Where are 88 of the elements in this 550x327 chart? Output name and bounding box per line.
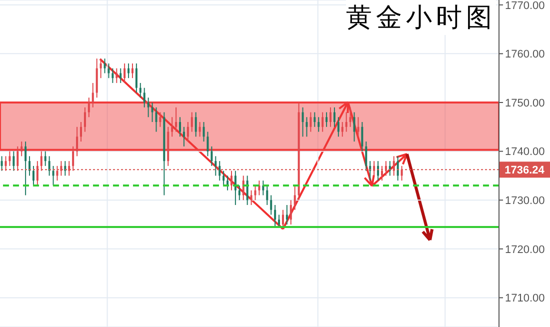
candlestick [0,156,3,172]
candlestick [100,58,102,79]
candlestick [159,112,162,128]
candlestick [171,116,174,138]
candlestick [48,156,50,176]
candlestick [361,122,364,152]
candlestick [8,150,11,166]
candlestick [28,156,31,176]
candlestick [274,204,276,228]
candlestick [84,106,86,132]
candlestick [175,106,178,132]
candlestick [330,106,332,128]
y-tick-label: 1740.00 [505,146,545,158]
candlestick [210,146,213,166]
candlestick [365,141,368,172]
candlestick [218,160,221,182]
y-tick-label: 1760.00 [505,48,545,61]
candlestick [302,106,304,138]
candlestick [143,87,146,108]
chart-title: 黄金小时图 [346,0,496,35]
candlestick [194,112,197,138]
candlestick [290,200,292,226]
candlestick [44,150,46,166]
candlestick [341,122,344,138]
candlestick [262,180,264,196]
candlestick [88,97,90,118]
candlestick [278,214,280,228]
candlestick [349,106,352,128]
candlestick [222,170,225,186]
candlestick [357,116,360,138]
candlestick [254,184,256,201]
ref-line-label: 1736.24 [504,164,546,177]
y-tick-label: 1710.00 [505,292,545,305]
candlestick [246,175,248,206]
candlestick [282,209,284,228]
candlestick [104,58,106,74]
candlestick [112,68,114,84]
candlestick [120,68,122,84]
candlestick [190,112,193,132]
candlestick [139,82,142,98]
candlestick [64,160,66,176]
candlestick [318,116,320,132]
candlestick [337,116,340,138]
candlestick [270,194,272,216]
y-tick-label: 1750.00 [505,97,545,110]
candlestick [52,165,54,186]
candlestick [230,170,232,191]
candlestick [32,165,34,186]
candlestick [214,156,217,176]
candlestick [314,112,316,128]
candlestick [198,122,201,138]
candlestick [135,62,138,94]
candlestick [202,122,205,142]
candlestick [128,62,130,79]
candlestick [12,150,15,172]
candlestick [108,62,110,79]
candlestick [80,122,82,142]
candlestick [151,102,154,123]
candlestick [310,112,312,132]
candlestick [131,62,134,79]
candlestick [116,68,118,84]
candlestick [353,112,356,142]
candlestick [179,116,182,138]
candlestick [258,180,260,196]
candlestick [182,126,185,147]
candlestick [147,97,150,118]
candlestick [20,141,23,157]
candlestick [92,82,94,108]
candlestick [186,122,189,142]
candlestick [124,62,126,84]
candlestick [345,112,348,132]
candlestick [306,116,308,138]
y-tick-label: 1720.00 [505,244,545,256]
candlestick [286,204,288,226]
candlestick [333,106,336,128]
candlestick [76,126,78,157]
candlestick [266,184,268,206]
candlestick [326,112,328,128]
candlestick [294,184,296,210]
candlestick [322,112,324,132]
candlestick [155,106,158,132]
candlestick [396,156,399,182]
candlestick [238,184,240,201]
y-tick-label: 1730.00 [505,195,545,208]
candlestick [250,190,252,206]
candlestick [24,141,27,196]
y-tick-label: 1770.00 [505,0,545,12]
candlestick [206,131,209,157]
